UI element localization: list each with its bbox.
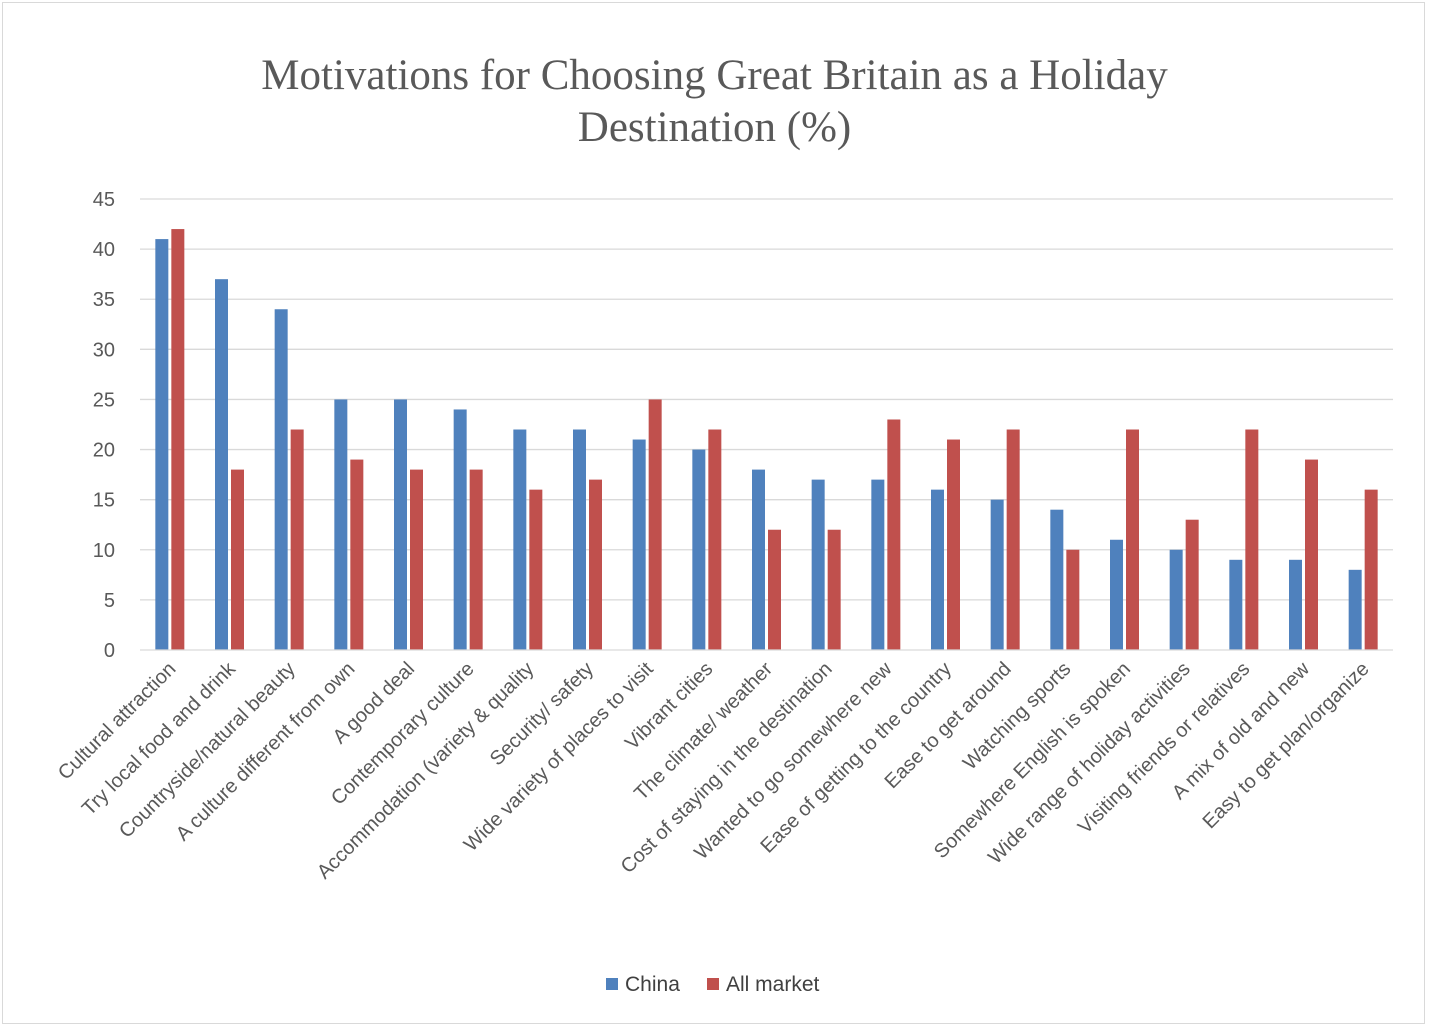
- bar-china: [394, 399, 407, 650]
- bar-all-market: [648, 399, 662, 650]
- y-tick-label: 25: [93, 389, 115, 411]
- bar-all-market: [887, 419, 901, 650]
- y-tick-label: 45: [93, 189, 115, 211]
- bar-all-market: [768, 529, 781, 650]
- bar-all-market: [589, 479, 602, 650]
- bar-all-market: [1006, 429, 1020, 650]
- chart-title-line-1: Motivations for Choosing Great Britain a…: [261, 52, 1168, 99]
- bar-all-market: [1185, 519, 1199, 650]
- legend-label-china: China: [625, 973, 680, 996]
- bar-china: [1348, 569, 1362, 650]
- bar-china: [274, 309, 288, 650]
- bar-all-market: [529, 489, 543, 650]
- bar-china: [1169, 549, 1183, 650]
- gridlines: [140, 198, 1393, 601]
- bar-all-market: [1066, 549, 1080, 650]
- bar-china: [1050, 509, 1064, 650]
- category-label: Security/ safety: [486, 658, 598, 770]
- bar-china: [155, 239, 169, 651]
- bar-china: [811, 479, 825, 650]
- bar-china: [632, 439, 646, 650]
- bar-all-market: [947, 439, 960, 650]
- bar-all-market: [350, 459, 364, 650]
- bars: [155, 229, 1378, 651]
- bar-all-market: [1245, 429, 1259, 650]
- bar-china: [1289, 559, 1302, 650]
- bar-china: [871, 479, 885, 650]
- y-axis-ticks: 0 5 10 15 20 25 30 35 40 45: [93, 189, 115, 662]
- bar-all-market: [1126, 429, 1139, 650]
- legend-swatch-china: [606, 978, 618, 990]
- chart-title-line-2: Destination (%): [577, 104, 852, 151]
- bar-all-market: [827, 529, 841, 650]
- bar-all-market: [1305, 459, 1318, 650]
- category-label: Cost of staying in the destination: [617, 658, 837, 878]
- bar-china: [334, 399, 348, 650]
- bar-all-market: [231, 469, 244, 650]
- bar-all-market: [708, 429, 722, 650]
- y-tick-label: 35: [93, 289, 115, 311]
- bar-china: [513, 429, 527, 650]
- y-tick-label: 40: [93, 239, 115, 261]
- legend-label-all-market: All market: [726, 973, 820, 996]
- bar-china: [573, 429, 586, 650]
- y-tick-label: 10: [93, 540, 115, 562]
- y-tick-label: 0: [104, 640, 115, 662]
- bar-china: [990, 499, 1004, 650]
- y-tick-label: 30: [93, 339, 115, 361]
- bar-china: [752, 469, 765, 650]
- bar-china: [1110, 539, 1123, 650]
- chart-title: Motivations for Choosing Great Britain a…: [0, 50, 1429, 154]
- category-label: Accommodation (variety & quality: [313, 658, 538, 883]
- bar-all-market: [469, 469, 483, 650]
- legend: China All market: [606, 973, 820, 996]
- bar-all-market: [1364, 489, 1378, 650]
- bar-all-market: [171, 229, 185, 651]
- y-tick-label: 20: [93, 440, 115, 462]
- bar-china: [692, 449, 706, 650]
- y-tick-label: 5: [104, 590, 115, 612]
- bar-china: [931, 489, 944, 650]
- legend-swatch-all-market: [707, 978, 719, 990]
- bar-all-market: [290, 429, 304, 650]
- category-label: Watching sports: [959, 658, 1075, 774]
- bar-china: [1229, 559, 1243, 650]
- bar-all-market: [410, 469, 423, 650]
- y-tick-label: 15: [93, 490, 115, 512]
- bar-china: [453, 409, 467, 650]
- bar-china: [215, 279, 228, 650]
